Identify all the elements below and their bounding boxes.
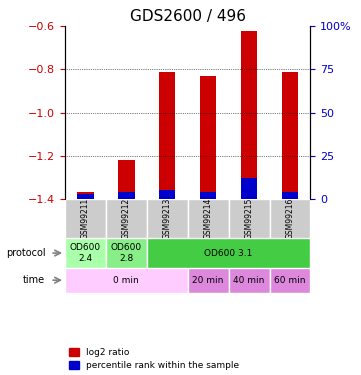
Bar — [159, 72, 175, 199]
FancyBboxPatch shape — [270, 199, 310, 238]
Text: 20 min: 20 min — [192, 276, 224, 285]
Text: OD600
2.8: OD600 2.8 — [111, 243, 142, 263]
Text: GSM99215: GSM99215 — [245, 198, 253, 239]
FancyBboxPatch shape — [106, 238, 147, 268]
FancyBboxPatch shape — [188, 268, 229, 292]
Text: protocol: protocol — [6, 248, 45, 258]
FancyBboxPatch shape — [147, 199, 188, 238]
Bar — [282, 72, 298, 199]
FancyBboxPatch shape — [229, 199, 270, 238]
FancyBboxPatch shape — [229, 268, 270, 292]
Text: GSM99213: GSM99213 — [163, 198, 172, 239]
Bar — [118, 160, 135, 199]
Bar — [282, 192, 298, 199]
Text: OD600
2.4: OD600 2.4 — [70, 243, 101, 263]
FancyBboxPatch shape — [65, 238, 106, 268]
Bar — [118, 192, 135, 199]
Bar — [77, 194, 93, 199]
Bar — [200, 76, 216, 199]
Bar — [241, 178, 257, 199]
Text: time: time — [23, 275, 45, 285]
Bar — [77, 192, 93, 199]
FancyBboxPatch shape — [65, 199, 106, 238]
Text: GSM99214: GSM99214 — [204, 198, 213, 239]
FancyBboxPatch shape — [188, 199, 229, 238]
Bar — [159, 190, 175, 199]
Text: OD600 3.1: OD600 3.1 — [204, 249, 253, 258]
Text: GSM99212: GSM99212 — [122, 198, 131, 239]
Legend: log2 ratio, percentile rank within the sample: log2 ratio, percentile rank within the s… — [70, 348, 239, 370]
Text: GSM99211: GSM99211 — [81, 198, 90, 239]
Bar — [241, 31, 257, 199]
FancyBboxPatch shape — [147, 238, 310, 268]
FancyBboxPatch shape — [65, 268, 188, 292]
FancyBboxPatch shape — [270, 268, 310, 292]
FancyBboxPatch shape — [106, 199, 147, 238]
Text: GSM99216: GSM99216 — [286, 198, 295, 239]
Text: 0 min: 0 min — [113, 276, 139, 285]
Title: GDS2600 / 496: GDS2600 / 496 — [130, 9, 246, 24]
Text: 60 min: 60 min — [274, 276, 306, 285]
Bar — [200, 192, 216, 199]
Text: 40 min: 40 min — [234, 276, 265, 285]
